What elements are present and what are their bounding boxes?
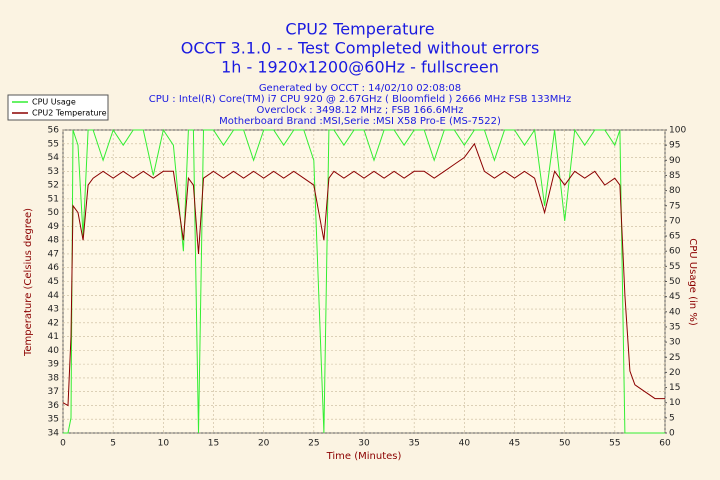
y-tick-label: 41	[48, 332, 59, 342]
y-tick-label: 45	[48, 277, 59, 287]
y2-tick-label: 90	[669, 156, 681, 166]
x-tick-label: 60	[659, 439, 671, 449]
y2-tick-label: 0	[669, 429, 675, 439]
y-tick-label: 34	[48, 429, 60, 439]
y2-tick-label: 5	[669, 413, 675, 423]
y2-tick-label: 95	[669, 141, 680, 151]
y2-tick-label: 65	[669, 232, 680, 242]
y-tick-label: 35	[48, 415, 59, 425]
x-tick-label: 30	[358, 439, 370, 449]
x-tick-label: 5	[110, 439, 116, 449]
legend-label: CPU Usage	[32, 98, 76, 107]
y-tick-label: 44	[48, 291, 60, 301]
x-tick-label: 0	[60, 439, 66, 449]
y-tick-label: 50	[48, 208, 60, 218]
subtitle: CPU : Intel(R) Core(TM) i7 CPU 920 @ 2.6…	[149, 94, 571, 105]
y-tick-label: 51	[48, 194, 59, 204]
y-tick-label: 43	[48, 305, 59, 315]
chart-title-line: OCCT 3.1.0 - - Test Completed without er…	[181, 39, 540, 58]
chart-title: CPU2 Temperature	[285, 20, 434, 39]
chart-title-line: 1h - 1920x1200@60Hz - fullscreen	[221, 58, 499, 77]
y2-tick-label: 100	[669, 126, 686, 136]
series-line	[63, 128, 665, 434]
x-tick-label: 40	[459, 439, 471, 449]
x-tick-label: 45	[509, 439, 520, 449]
x-tick-label: 35	[408, 439, 419, 449]
series-line	[62, 142, 665, 407]
y-tick-label: 49	[48, 222, 60, 232]
subtitle: Generated by OCCT : 14/02/10 02:08:08	[259, 83, 461, 94]
subtitle: Overclock : 3498.12 MHz ; FSB 166.6MHz	[257, 105, 464, 116]
y-tick-label: 37	[48, 387, 59, 397]
x-tick-label: 25	[308, 439, 319, 449]
x-axis-label: Time (Minutes)	[326, 451, 402, 462]
y-tick-label: 36	[48, 401, 60, 411]
y-tick-label: 52	[48, 181, 59, 191]
y-tick-label: 55	[48, 139, 59, 149]
y2-tick-label: 45	[669, 292, 680, 302]
y2-tick-label: 20	[669, 368, 681, 378]
y-axis-label: Temperature (Celsius degree)	[23, 208, 34, 357]
x-tick-label: 10	[158, 439, 170, 449]
y-tick-label: 56	[48, 126, 60, 136]
y2-tick-label: 30	[669, 338, 681, 348]
y2-axis-label: CPU Usage (in %)	[687, 238, 698, 326]
y2-tick-label: 80	[669, 186, 681, 196]
y-tick-label: 46	[48, 263, 60, 273]
y2-tick-label: 10	[669, 398, 681, 408]
y2-tick-label: 35	[669, 322, 680, 332]
y-tick-label: 42	[48, 318, 59, 328]
y-tick-label: 40	[48, 346, 60, 356]
y-tick-label: 39	[48, 360, 60, 370]
y-tick-label: 53	[48, 167, 59, 177]
legend-label: CPU2 Temperature	[32, 109, 107, 118]
x-tick-label: 15	[208, 439, 219, 449]
y2-tick-label: 70	[669, 216, 681, 226]
x-tick-label: 55	[609, 439, 620, 449]
x-tick-label: 50	[559, 439, 571, 449]
y-tick-label: 54	[48, 153, 60, 163]
x-tick-label: 20	[258, 439, 270, 449]
y2-tick-label: 60	[669, 247, 681, 257]
legend-box	[7, 94, 109, 121]
y2-tick-label: 50	[669, 277, 681, 287]
subtitle: Motherboard Brand :MSI,Serie :MSI X58 Pr…	[219, 116, 501, 127]
y2-tick-label: 75	[669, 201, 680, 211]
y-tick-label: 48	[48, 236, 60, 246]
y2-tick-label: 15	[669, 383, 680, 393]
y2-tick-label: 85	[669, 171, 680, 181]
y-tick-label: 47	[48, 249, 59, 259]
y-tick-label: 38	[48, 373, 60, 383]
y2-tick-label: 55	[669, 262, 680, 272]
y2-tick-label: 40	[669, 307, 681, 317]
y2-tick-label: 25	[669, 353, 680, 363]
